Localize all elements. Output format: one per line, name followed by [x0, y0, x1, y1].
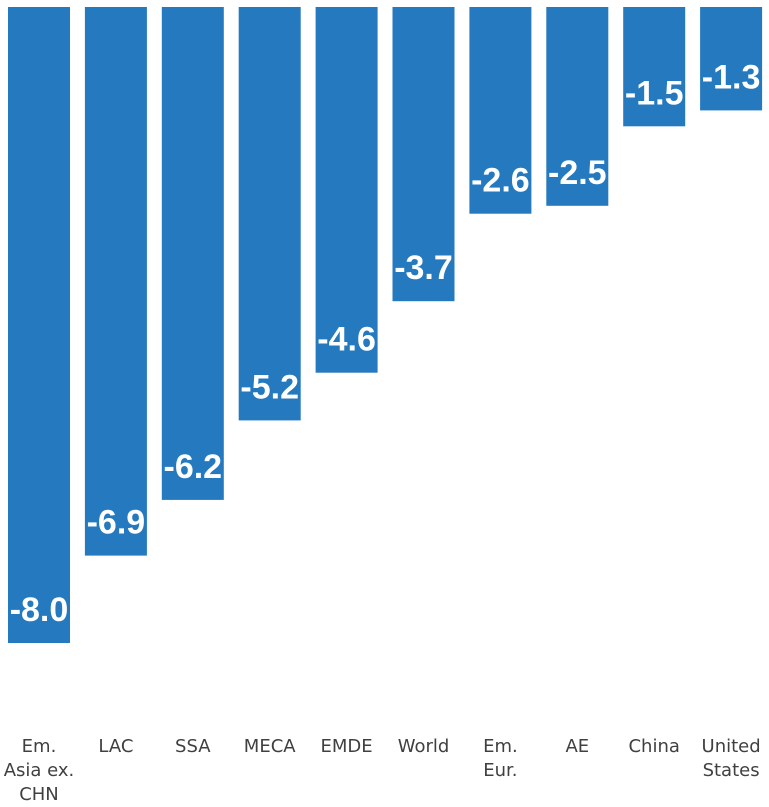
- category-label-0-line-0: Em.: [22, 736, 57, 757]
- bar-5: [392, 7, 455, 302]
- category-label-6: Em. Eur.: [483, 736, 518, 781]
- category-label-0: Em. Asia ex. CHN: [4, 736, 75, 805]
- category-label-8-line-0: China: [628, 736, 679, 757]
- value-label-8: -1.5: [625, 74, 684, 112]
- category-label-8: China: [628, 736, 679, 757]
- value-label-3: -5.2: [240, 368, 299, 406]
- category-label-0-line-2: CHN: [19, 784, 59, 805]
- category-label-6-line-1: Eur.: [483, 760, 517, 781]
- value-label-2: -6.2: [164, 448, 223, 486]
- category-label-3: MECA: [244, 736, 296, 757]
- category-label-4: EMDE: [321, 736, 373, 757]
- category-label-5: World: [398, 736, 450, 757]
- category-label-0-line-1: Asia ex.: [4, 760, 75, 781]
- bar-1: [84, 7, 147, 556]
- category-label-2: SSA: [175, 736, 211, 757]
- bar-2: [161, 7, 224, 500]
- bar-0: [8, 7, 70, 643]
- bar-7: [546, 7, 609, 206]
- category-label-7-line-0: AE: [565, 736, 589, 757]
- value-label-1: -6.9: [87, 504, 146, 542]
- bars-group: [8, 7, 763, 643]
- category-label-9: United States: [702, 736, 761, 781]
- category-label-6-line-0: Em.: [483, 736, 518, 757]
- category-label-7: AE: [565, 736, 589, 757]
- value-label-9: -1.3: [702, 58, 761, 96]
- category-label-9-line-1: States: [703, 760, 760, 781]
- bar-8: [623, 7, 686, 127]
- category-labels-group: Em. Asia ex. CHN LAC SSA MECA EMDE World Em. Eur.…: [4, 736, 761, 805]
- category-label-2-line-0: SSA: [175, 736, 211, 757]
- bar-9: [700, 7, 763, 111]
- value-label-5: -3.7: [394, 249, 453, 287]
- bar-3: [238, 7, 301, 421]
- category-label-9-line-0: United: [702, 736, 761, 757]
- value-label-7: -2.5: [548, 154, 607, 192]
- bar-4: [315, 7, 378, 373]
- category-label-3-line-0: MECA: [244, 736, 296, 757]
- bar-6: [469, 7, 532, 214]
- value-label-4: -4.6: [317, 321, 376, 359]
- value-labels-group: -8.0 -6.9 -6.2 -5.2 -4.6 -3.7 -2.6 -2.5 -1.5 -1.3: [10, 58, 761, 629]
- value-label-6: -2.6: [471, 162, 530, 200]
- category-label-1-line-0: LAC: [98, 736, 133, 757]
- value-label-0: -8.0: [10, 591, 69, 629]
- category-label-4-line-0: EMDE: [321, 736, 373, 757]
- category-label-1: LAC: [98, 736, 133, 757]
- category-label-5-line-0: World: [398, 736, 450, 757]
